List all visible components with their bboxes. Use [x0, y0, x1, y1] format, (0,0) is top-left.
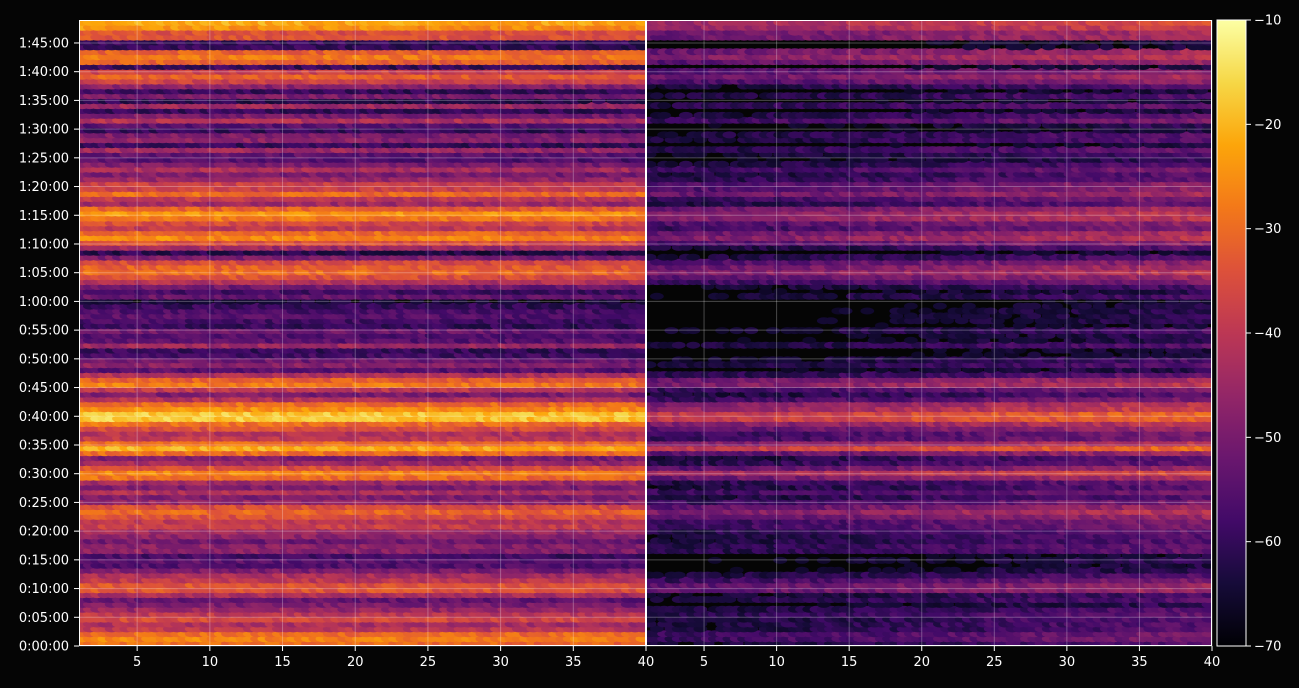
heatmap-panel-left [79, 20, 646, 646]
